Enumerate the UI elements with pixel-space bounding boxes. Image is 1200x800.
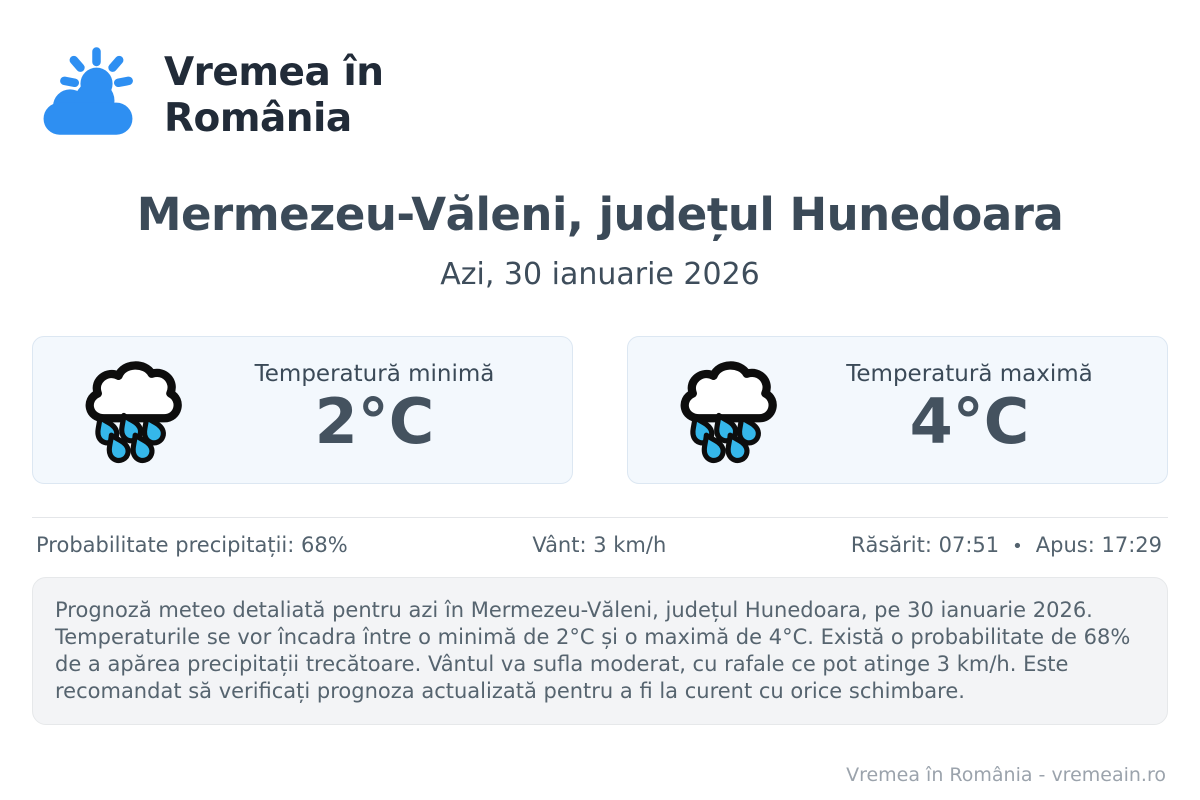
min-temperature-text: Temperatură minimă 2°C (193, 361, 556, 454)
sunrise-stat: Răsărit: 07:51 (850, 533, 1000, 557)
sun-times-stat: Răsărit: 07:51 • Apus: 17:29 (851, 533, 1162, 557)
min-temperature-card: Temperatură minimă 2°C (32, 336, 573, 484)
precipitation-stat: Probabilitate precipitații: 68% (36, 533, 348, 557)
footer-credit: Vremea în România - vremeain.ro (846, 764, 1166, 786)
sun-cloud-logo-icon (43, 47, 133, 135)
rain-cloud-icon (680, 361, 777, 464)
wind-stat: Vânt: 3 km/h (532, 533, 667, 557)
forecast-description: Prognoză meteo detaliată pentru azi în M… (32, 577, 1168, 725)
min-temperature-label: Temperatură minimă (254, 361, 495, 388)
max-temperature-text: Temperatură maximă 4°C (788, 361, 1151, 454)
max-temperature-card: Temperatură maximă 4°C (627, 336, 1168, 484)
page-date: Azi, 30 ianuarie 2026 (440, 257, 760, 292)
bullet-separator: • (1012, 536, 1023, 557)
page-title: Mermezeu-Văleni, județul Hunedoara (136, 188, 1064, 241)
logo: Vremea în România (36, 44, 1168, 148)
stats-row: Probabilitate precipitații: 68% Vânt: 3 … (32, 533, 1168, 557)
max-temperature-label: Temperatură maximă (846, 361, 1093, 388)
logo-line2: România (164, 96, 352, 141)
logo-text: Vremea în România (164, 49, 384, 142)
rain-cloud-icon (85, 361, 182, 464)
stats-divider (32, 517, 1168, 518)
temperature-cards: Temperatură minimă 2°C Temperatură maxim… (32, 336, 1168, 484)
sunset-stat: Apus: 17:29 (1035, 533, 1162, 557)
max-temperature-value: 4°C (909, 385, 1030, 459)
logo-line1: Vremea în (164, 49, 384, 95)
min-temperature-value: 2°C (314, 385, 435, 459)
